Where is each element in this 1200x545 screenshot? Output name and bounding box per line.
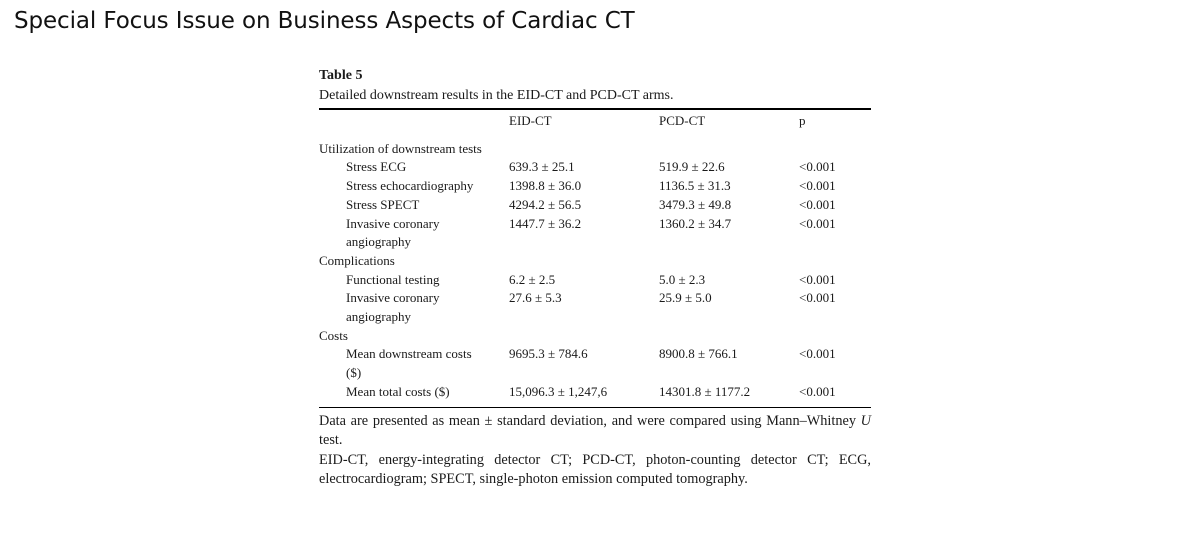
table-figure: Table 5 Detailed downstream results in t… [319, 67, 871, 490]
p-value: <0.001 [799, 346, 836, 362]
pcd-ct-value: 3479.3 ± 49.8 [659, 196, 732, 212]
eid-ct-value: 4294.2 ± 56.5 [509, 196, 582, 212]
page-header-title: Special Focus Issue on Business Aspects … [14, 8, 635, 34]
pcd-ct-value: 14301.8 ± 1177.2 [659, 383, 751, 399]
eid-ct-value: 1447.7 ± 36.2 [509, 215, 582, 231]
footnote-statistics: Data are presented as mean ± standard de… [319, 412, 871, 449]
column-header-p: p [799, 113, 806, 128]
section-title: Utilization of downstream tests [319, 140, 482, 156]
section-title: Complications [319, 252, 395, 268]
eid-ct-value: 15,096.3 ± 1,247,6 [509, 383, 608, 399]
pcd-ct-value: 1136.5 ± 31.3 [659, 178, 731, 194]
p-value: <0.001 [799, 215, 836, 231]
column-header-label [319, 110, 509, 136]
section-header-row: Utilization of downstream tests [319, 136, 871, 159]
row-label: Invasive coronary angiography [346, 290, 440, 325]
table-label: Table 5 [319, 68, 363, 83]
pcd-ct-value: 5.0 ± 2.3 [659, 271, 706, 287]
p-value: <0.001 [799, 178, 836, 194]
pcd-ct-value: 519.9 ± 22.6 [659, 159, 725, 175]
p-value: <0.001 [799, 290, 836, 306]
column-header-pcd-ct: PCD-CT [659, 113, 706, 128]
eid-ct-value: 639.3 ± 25.1 [509, 159, 575, 175]
results-table: EID-CT PCD-CT p Utilization of downstrea… [319, 110, 871, 407]
footnote-abbreviations: EID-CT, energy-integrating detector CT; … [319, 451, 871, 488]
row-label: Invasive coronary angiography [346, 215, 440, 250]
eid-ct-value: 6.2 ± 2.5 [509, 271, 556, 287]
row-label: Mean total costs ($) [346, 383, 450, 399]
column-header-eid-ct: EID-CT [509, 113, 552, 128]
section-title: Costs [319, 327, 348, 343]
section-header-row: Costs [319, 327, 871, 346]
table-row: Functional testing 6.2 ± 2.5 5.0 ± 2.3 <0.0… [319, 271, 871, 290]
table-footnote: Data are presented as mean ± standard de… [319, 412, 871, 490]
bottom-rule [319, 406, 871, 408]
eid-ct-value: 9695.3 ± 784.6 [509, 346, 588, 362]
section-header-row: Complications [319, 252, 871, 271]
top-rule [319, 108, 871, 110]
table-row: Stress echocardiography 1398.8 ± 36.0 1136… [319, 177, 871, 196]
table-row: Stress SPECT 4294.2 ± 56.5 3479.3 ± 49.8 <0… [319, 196, 871, 215]
table-row: Stress ECG 639.3 ± 25.1 519.9 ± 22.6 <0.001 [319, 158, 871, 177]
row-label: Stress ECG [346, 159, 407, 175]
row-label: Stress SPECT [346, 196, 420, 212]
p-value: <0.001 [799, 196, 836, 212]
row-label: Stress echocardiography [346, 178, 474, 194]
table-row: Invasive coronary angiography 1447.7 ± 36… [319, 215, 871, 252]
eid-ct-value: 27.6 ± 5.3 [509, 290, 562, 306]
pcd-ct-value: 8900.8 ± 766.1 [659, 346, 738, 362]
p-value: <0.001 [799, 271, 836, 287]
p-value: <0.001 [799, 159, 836, 175]
p-value: <0.001 [799, 383, 836, 399]
row-label: Functional testing [346, 271, 440, 287]
eid-ct-value: 1398.8 ± 36.0 [509, 178, 582, 194]
row-label: Mean downstream costs ($) [346, 346, 472, 381]
table-caption: Detailed downstream results in the EID-C… [319, 88, 674, 103]
table-row: Mean total costs ($) 15,096.3 ± 1,247,6 14… [319, 383, 871, 407]
table-body: Utilization of downstream tests Stress EC… [319, 136, 871, 407]
pcd-ct-value: 25.9 ± 5.0 [659, 290, 712, 306]
table-row: Mean downstream costs ($) 9695.3 ± 784.6 8… [319, 345, 871, 382]
pcd-ct-value: 1360.2 ± 34.7 [659, 215, 732, 231]
table-header: EID-CT PCD-CT p [319, 110, 871, 136]
table-row: Invasive coronary angiography 27.6 ± 5.3 2… [319, 289, 871, 326]
